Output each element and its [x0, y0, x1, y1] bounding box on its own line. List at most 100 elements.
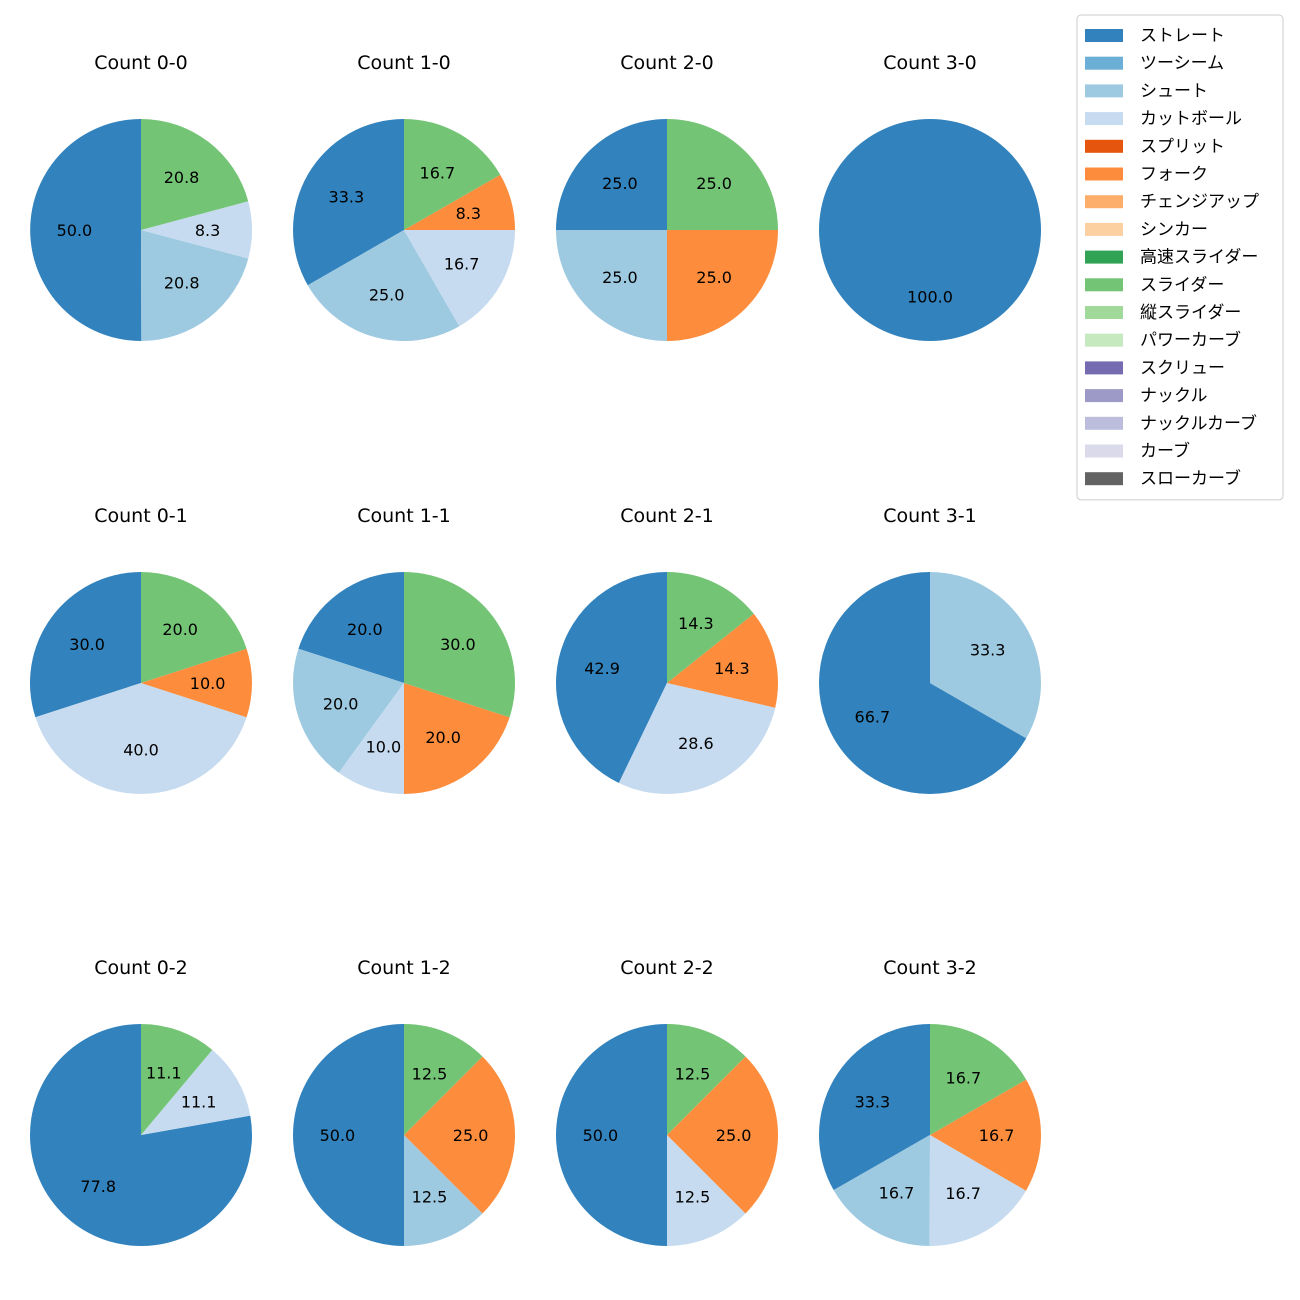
legend-item: 縦スライダー — [1085, 303, 1241, 323]
legend-swatch — [1085, 250, 1123, 264]
pie-slice-label: 40.0 — [123, 741, 159, 760]
pie-title: Count 2-2 — [620, 957, 714, 979]
pie-slice-label: 25.0 — [696, 268, 732, 287]
pie-slice — [930, 1024, 1027, 1135]
legend-frame — [1076, 14, 1284, 501]
pie-slice-label: 10.0 — [190, 674, 226, 693]
pie-title: Count 0-2 — [94, 957, 188, 979]
pie-slice-label: 14.3 — [678, 614, 714, 633]
legend-item: ナックル — [1085, 386, 1208, 406]
pie-slice — [298, 572, 404, 683]
legend-swatch — [1085, 29, 1123, 42]
legend-swatch — [1085, 416, 1123, 430]
legend-label: 縦スライダー — [1140, 303, 1241, 323]
legend-swatch — [1085, 84, 1123, 98]
pie-slice-label: 20.0 — [162, 620, 198, 639]
pie-slice-label: 16.7 — [945, 1184, 981, 1203]
pie-slice-label: 8.3 — [195, 221, 220, 240]
pie-slice — [818, 572, 1027, 794]
pie-slice — [556, 230, 667, 341]
legend-item: スローカーブ — [1085, 468, 1241, 489]
pie-count-2-2: Count 2-2 50.0 12.5 25.0 12.5 — [556, 957, 779, 1246]
pie-slice — [930, 1079, 1042, 1191]
pie-slice-label: 12.5 — [412, 1064, 448, 1083]
pie-slice-label: 8.3 — [456, 204, 481, 223]
pie-slice-label: 16.7 — [444, 254, 480, 273]
pie-slice — [667, 572, 754, 683]
legend-swatch — [1085, 112, 1123, 126]
legend-label: チェンジアップ — [1140, 192, 1259, 212]
legend-item: シンカー — [1085, 220, 1208, 240]
legend-swatch — [1085, 167, 1123, 181]
pie-slice — [29, 572, 141, 718]
pie-slice-label: 12.5 — [675, 1064, 711, 1083]
pie-slice — [929, 1135, 1027, 1247]
legend-item: スプリット — [1085, 137, 1225, 157]
pie-slice — [338, 683, 404, 794]
pie-count-1-1: Count 1-1 20.0 20.0 10.0 20.0 30.0 — [292, 505, 516, 794]
pie-slice-label: 25.0 — [716, 1126, 752, 1145]
legend-item: パワーカーブ — [1085, 330, 1241, 351]
pie-slice — [293, 1024, 404, 1246]
pie-slice — [819, 119, 1041, 341]
pie-slice — [833, 1135, 930, 1246]
pie-slice-label: 33.3 — [329, 188, 365, 207]
pie-title: Count 3-1 — [883, 505, 977, 527]
pie-count-0-2: Count 0-2 77.8 11.1 11.1 — [30, 957, 253, 1246]
pie-slice-label: 25.0 — [453, 1126, 489, 1145]
legend-label: ツーシーム — [1140, 54, 1224, 74]
legend-item: フォーク — [1085, 165, 1208, 185]
legend-label: ナックルカーブ — [1140, 413, 1257, 434]
pie-slice-label: 42.9 — [584, 659, 620, 678]
pie-slice-label: 12.5 — [412, 1188, 448, 1207]
pie-count-3-0: Count 3-0 100.0 — [819, 52, 1041, 341]
pie-slice — [556, 119, 667, 230]
legend-swatch — [1085, 306, 1123, 319]
pie-slice — [141, 201, 253, 259]
legend: ストレートツーシームシュートカットボールスプリットフォークチェンジアップシンカー… — [1076, 14, 1284, 501]
pie-slice-label: 33.3 — [855, 1093, 891, 1112]
pie-slice-label: 66.7 — [855, 707, 891, 726]
legend-label: カーブ — [1140, 441, 1190, 462]
legend-item: スライダー — [1085, 275, 1224, 295]
pie-slice-label: 16.7 — [879, 1184, 915, 1203]
pie-slice-label: 20.8 — [164, 168, 200, 187]
pie-slice — [404, 1135, 483, 1246]
pie-slice — [667, 1056, 779, 1214]
pie-slice-label: 16.7 — [420, 163, 456, 182]
legend-label: シュート — [1140, 81, 1208, 101]
pie-slice — [35, 683, 247, 795]
pie-slice — [555, 572, 667, 784]
pie-slice — [667, 1135, 746, 1246]
pie-title: Count 3-2 — [883, 957, 977, 979]
pie-title: Count 0-0 — [94, 52, 188, 74]
legend-swatch — [1085, 361, 1123, 375]
legend-item: スクリュー — [1085, 358, 1225, 378]
pie-slice — [404, 683, 510, 794]
pie-slice — [141, 1024, 213, 1135]
legend-label: パワーカーブ — [1140, 330, 1241, 351]
pie-slice — [556, 1024, 667, 1246]
legend-item: カットボール — [1085, 109, 1242, 129]
legend-label: 高速スライダー — [1140, 248, 1258, 268]
pie-title: Count 2-1 — [620, 505, 714, 527]
pie-slice-label: 16.7 — [979, 1126, 1015, 1145]
legend-label: スクリュー — [1140, 358, 1225, 378]
legend-swatch — [1085, 139, 1123, 153]
pie-slice-label: 11.1 — [146, 1063, 182, 1082]
legend-item: 高速スライダー — [1085, 248, 1258, 268]
pie-slice — [930, 572, 1041, 739]
legend-label: スライダー — [1140, 275, 1224, 295]
pie-slice — [141, 119, 249, 230]
pie-title: Count 1-2 — [357, 957, 451, 979]
pie-slice-label: 77.8 — [80, 1177, 116, 1196]
pie-slice — [404, 119, 501, 230]
pie-slice-label: 20.0 — [323, 695, 359, 714]
pie-slice-label: 30.0 — [440, 635, 476, 654]
pie-slice-label: 14.3 — [714, 659, 750, 678]
legend-label: ストレート — [1140, 26, 1225, 46]
pie-count-0-1: Count 0-1 30.0 40.0 10.0 20.0 — [29, 505, 253, 795]
pie-slice-label: 20.0 — [347, 620, 383, 639]
legend-swatch — [1085, 444, 1123, 458]
pie-slice-label: 16.7 — [946, 1068, 982, 1087]
